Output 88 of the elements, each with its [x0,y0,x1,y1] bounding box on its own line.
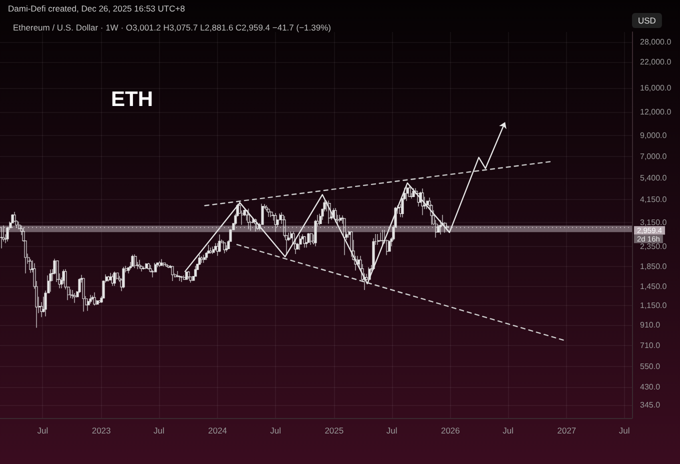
x-tick-label: 2025 [324,426,344,436]
candlestick [111,274,114,286]
candlestick [178,275,181,282]
x-tick-label: Jul [502,426,514,436]
candlestick [303,236,306,248]
candlestick [218,234,221,252]
x-tick-label: Jul [618,426,630,436]
candlestick [183,275,186,280]
candlestick [176,270,179,278]
x-tick-label: Jul [386,426,398,436]
candlestick [187,270,190,280]
chart-subtitle: Ethereum / U.S. Dollar · 1W · O3,001.2 H3,075.7 L2,881.6 C2,959.4 −41.7 (−1.39%) [13,22,332,32]
x-tick-label: Jul [37,426,48,436]
candlestick [180,276,183,282]
candlestick [379,232,382,242]
candlestick [49,269,52,292]
candlestick [200,256,203,264]
y-tick-label: 550.0 [640,362,661,372]
candlestick [122,266,125,289]
x-tick-label: Jul [154,426,164,436]
candlestick [69,289,72,298]
y-tick-label: 430.0 [640,382,661,392]
y-tick-label: 22,000.0 [640,57,672,66]
y-tick-label: 1,150.0 [640,301,668,310]
x-tick-label: 2024 [208,426,228,436]
candlestick [163,262,166,267]
candlestick [147,262,150,270]
candlestick [299,234,302,250]
candlestick [270,210,273,218]
x-tick-label: 2027 [557,426,576,436]
candlestick [71,290,74,300]
candlestick [267,208,270,218]
candlestick [209,247,212,254]
candlestick [113,271,116,286]
candlestick [350,230,353,257]
candlestick [171,266,174,282]
candlestick [0,226,3,249]
y-tick-label: 910.0 [640,320,661,330]
x-tick-label: 2026 [440,426,460,436]
candlestick [212,246,215,254]
text: ETH [111,88,153,111]
candlestick [107,276,110,282]
y-tick-label: 2,350.0 [640,242,668,252]
y-tick-label: 7,000.0 [640,152,668,161]
candlestick [223,242,226,254]
y-tick-label: 1,850.0 [640,262,668,271]
x-tick-label: 2023 [92,426,112,436]
candlestick [381,230,384,246]
x-tick-label: Jul [270,426,282,436]
candlestick [93,292,96,306]
y-tick-label: 3,150.0 [640,218,668,227]
y-tick-label: 28,000.0 [640,37,672,46]
candlestick [73,292,76,304]
candlestick [412,188,415,198]
candlestick [328,200,331,224]
candlestick [377,234,380,246]
candlestick [372,238,375,270]
y-tick-label: 345.0 [640,400,661,410]
candlestick [203,254,206,264]
candlestick [307,232,310,244]
y-tick-label: 4,150.0 [640,195,668,204]
candlestick [408,184,411,198]
y-tick-label: 1,450.0 [640,282,668,291]
candlestick [160,258,163,266]
candlestick [343,218,346,256]
candlestick [256,222,259,230]
candlestick [247,208,250,230]
candlestick [142,266,145,270]
candlestick [421,188,424,216]
candlestick [254,218,257,232]
candlestick [138,260,141,269]
candlestick [274,212,277,232]
text: Dami-Defi created, Dec 26, 2025 16:53 UTC+8 [8,4,186,14]
candlestick [388,240,391,252]
candlestick [167,265,170,268]
y-tick-label: 12,000.0 [640,107,672,116]
candlestick [131,254,134,267]
candlestick [165,264,168,268]
candlestick [82,278,85,312]
candlestick [194,266,197,277]
y-tick-label: 710.0 [640,340,661,350]
y-tick-label: 5,400.0 [640,173,668,182]
y-axis-title: USD [638,16,656,26]
candlestick [334,208,337,223]
y-tick-label: 16,000.0 [640,84,672,93]
candlestick [446,224,449,230]
y-tick-label: 9,000.0 [640,131,668,140]
candlestick [134,254,137,268]
